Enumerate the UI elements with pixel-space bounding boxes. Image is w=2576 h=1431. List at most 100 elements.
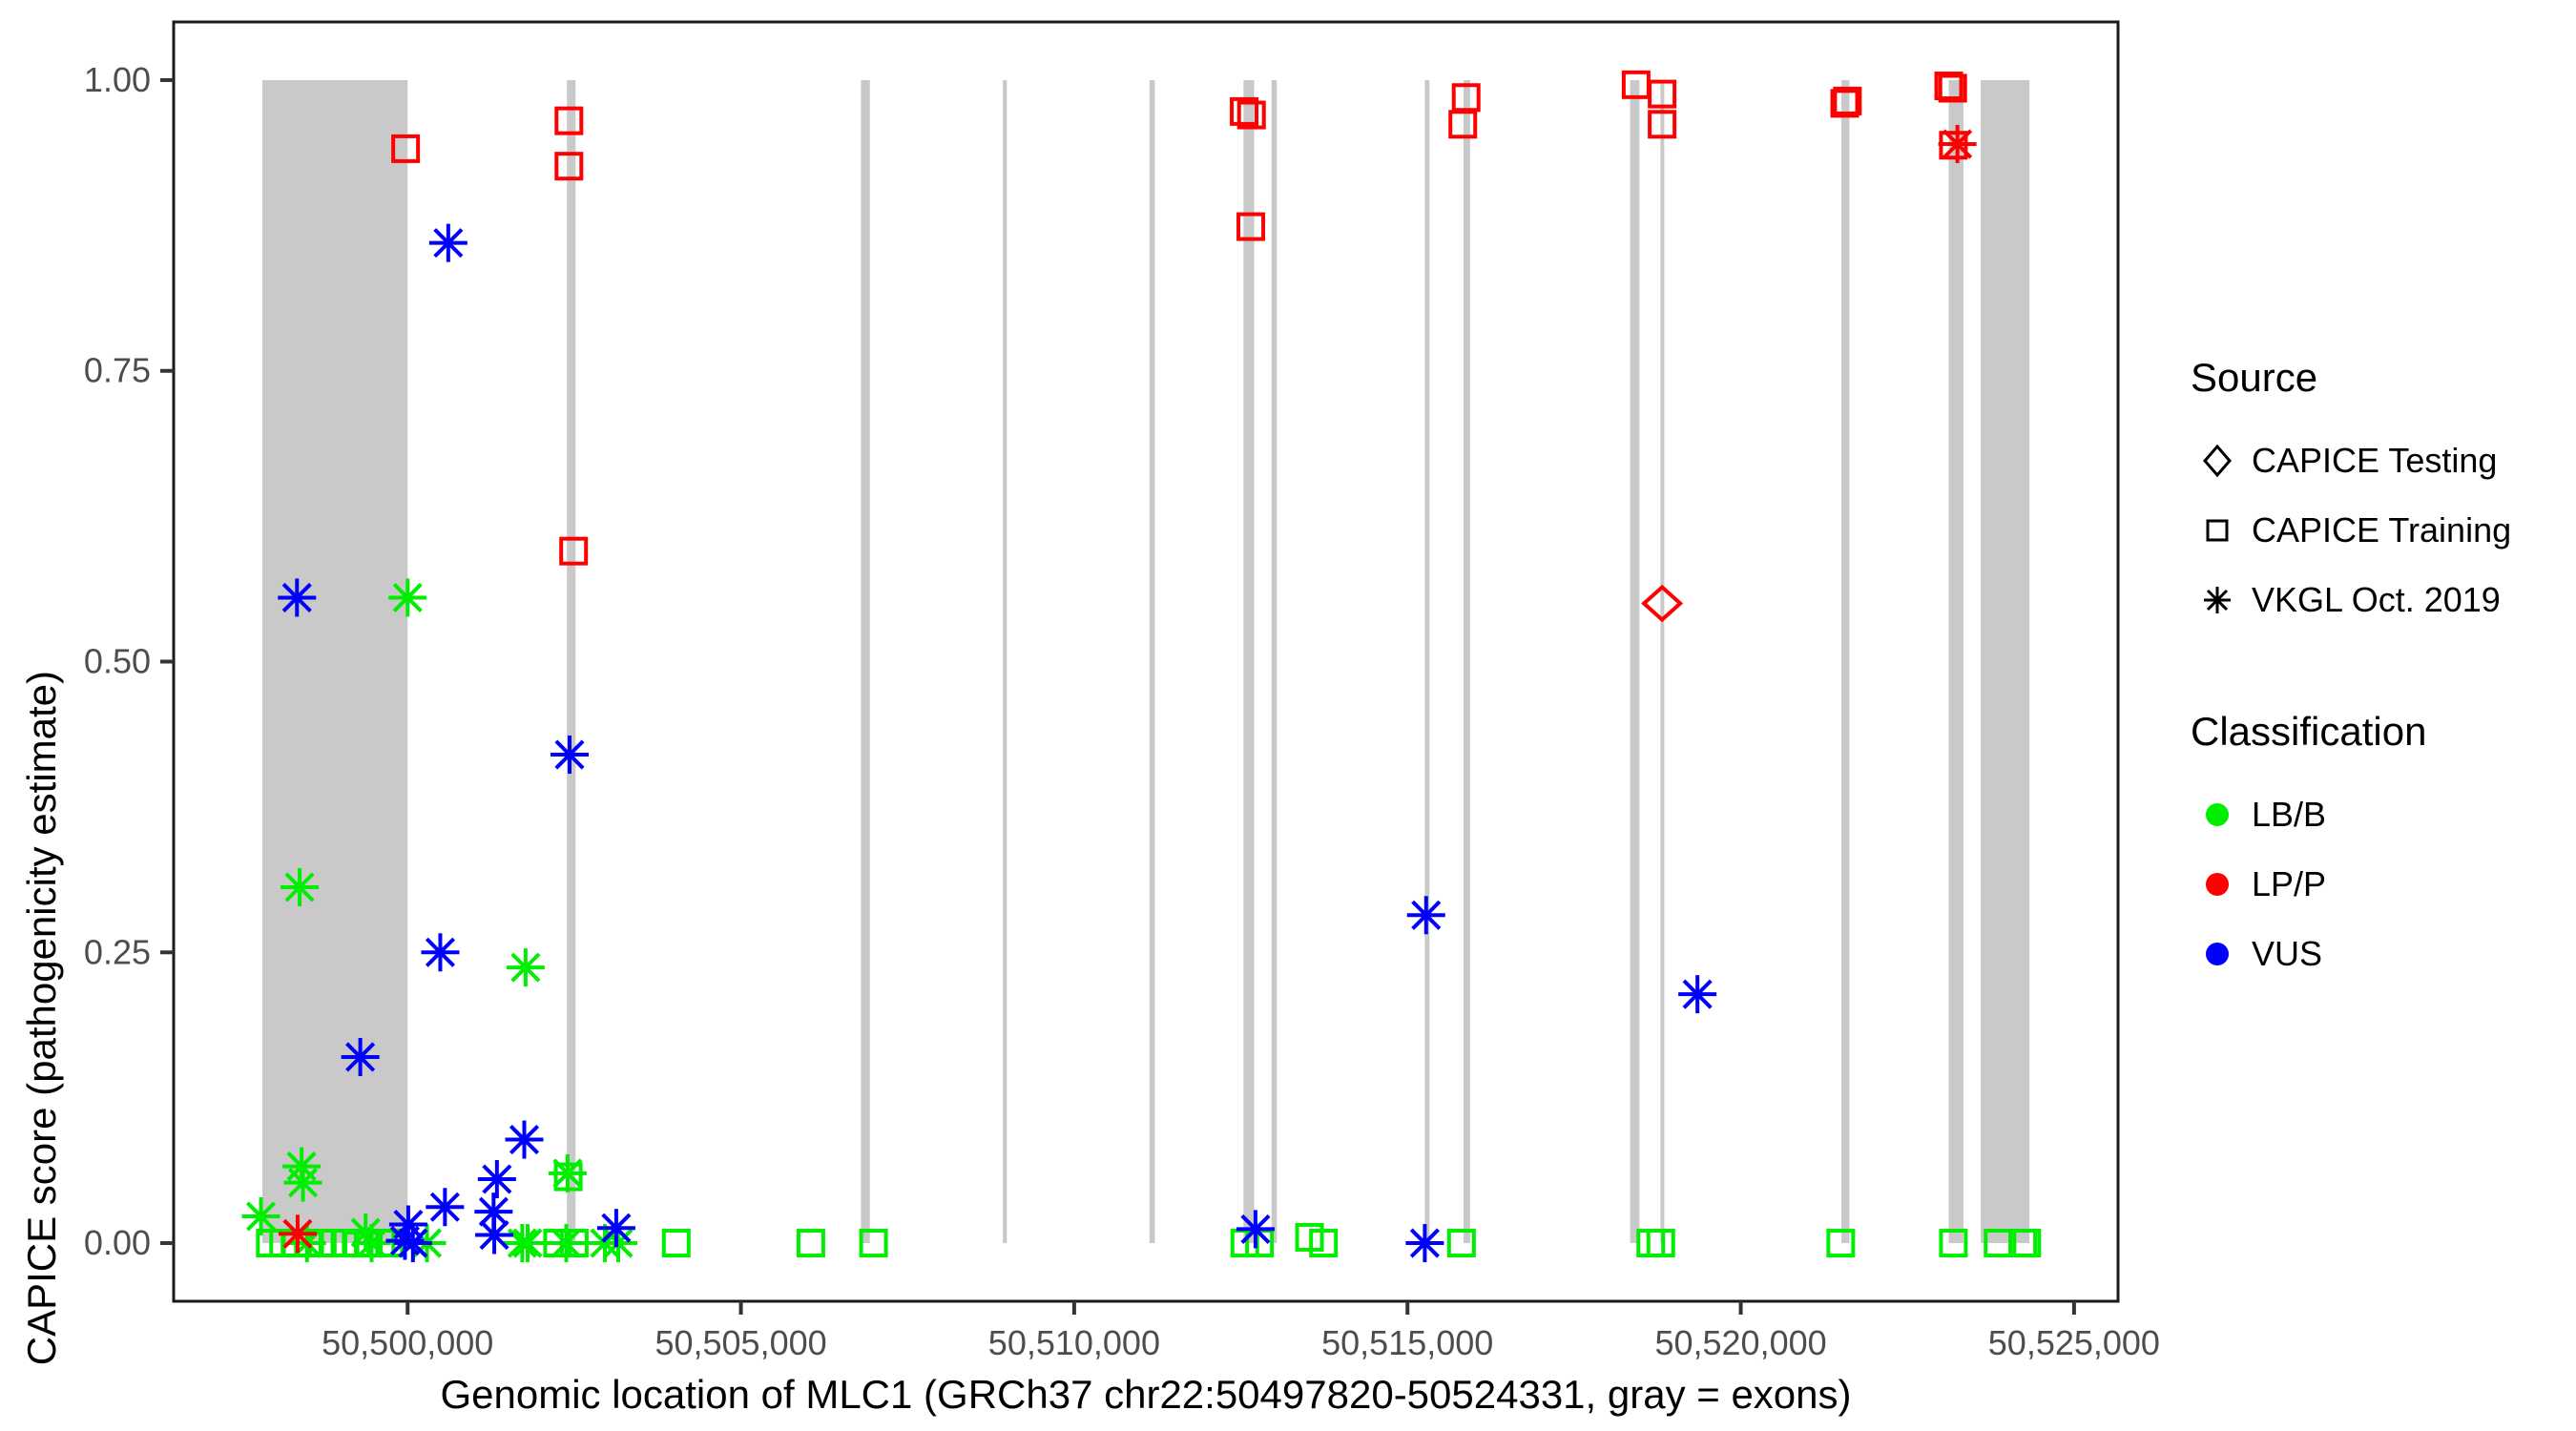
data-point xyxy=(1236,212,1266,241)
data-point xyxy=(1405,1224,1444,1263)
y-axis-title-text: CAPICE score (pathogenicity estimate) xyxy=(19,670,64,1366)
exon-bar xyxy=(1630,79,1640,1244)
data-point xyxy=(548,1153,587,1192)
exon-bar xyxy=(861,79,870,1244)
legend-classification-block: Classification LB/B LP/P VUS xyxy=(2191,709,2572,988)
data-point xyxy=(421,933,460,972)
data-point xyxy=(393,1224,432,1263)
y-tick-label: 0.25 xyxy=(84,932,151,971)
legend-label: VKGL Oct. 2019 xyxy=(2252,579,2501,619)
exon-bar xyxy=(1948,79,1963,1244)
legend-label: CAPICE Training xyxy=(2252,509,2512,550)
data-point xyxy=(426,1188,465,1227)
lbb-dot-icon xyxy=(2206,802,2229,826)
legend-item-capice-training: CAPICE Training xyxy=(2191,495,2572,565)
exon-bar xyxy=(1463,79,1470,1244)
legend-item-vkgl: VKGL Oct. 2019 xyxy=(2191,565,2572,634)
asterisk-icon xyxy=(2204,586,2231,613)
data-point xyxy=(2012,1229,2042,1258)
exon-bar xyxy=(1271,79,1278,1244)
legend-item-lbb: LB/B xyxy=(2191,779,2572,849)
data-point xyxy=(474,1192,513,1232)
data-point xyxy=(341,1037,380,1076)
data-point xyxy=(796,1229,825,1258)
x-tick-label: 50,510,000 xyxy=(988,1323,1160,1362)
data-point xyxy=(1830,89,1859,118)
legend-classification-title: Classification xyxy=(2191,709,2427,754)
data-point xyxy=(1678,975,1717,1014)
data-point xyxy=(1309,1229,1339,1258)
x-tick-label: 50,500,000 xyxy=(322,1323,493,1362)
data-point xyxy=(1446,1229,1476,1258)
data-point xyxy=(1236,1210,1275,1249)
data-point xyxy=(596,1209,635,1248)
legend-source-block: Source CAPICE Testing CAPICE Training xyxy=(2191,355,2572,634)
data-point xyxy=(428,223,467,262)
y-tick-label: 1.00 xyxy=(84,60,151,99)
data-point xyxy=(661,1229,691,1258)
x-tick-label: 50,515,000 xyxy=(1321,1323,1493,1362)
data-point xyxy=(1406,896,1445,935)
data-point xyxy=(508,1224,547,1263)
data-point xyxy=(280,868,320,907)
exon-bar xyxy=(1424,79,1430,1244)
exon-bar xyxy=(1660,79,1665,1244)
y-axis-title: CAPICE score (pathogenicity estimate) xyxy=(19,656,65,1365)
x-axis-title: Genomic location of MLC1 (GRCh37 chr22:5… xyxy=(440,1372,1852,1417)
data-point xyxy=(391,134,421,163)
data-point xyxy=(1236,100,1266,130)
data-point xyxy=(506,948,545,987)
legend-source-title: Source xyxy=(2191,355,2318,400)
data-point xyxy=(1938,73,1967,103)
data-point xyxy=(1648,79,1677,109)
data-point xyxy=(1939,1229,1968,1258)
data-point xyxy=(859,1229,888,1258)
exon-bar xyxy=(261,79,408,1244)
legend-label: LB/B xyxy=(2252,794,2327,834)
exon-bar xyxy=(1149,79,1155,1244)
y-tick-label: 0.50 xyxy=(84,642,151,681)
exon-bar xyxy=(1981,79,2030,1244)
data-point xyxy=(1230,96,1259,126)
data-point xyxy=(1934,72,1963,101)
data-point xyxy=(352,1224,391,1263)
legend-label: LP/P xyxy=(2252,863,2327,903)
data-point xyxy=(278,578,317,617)
panel-border xyxy=(172,20,2120,1303)
y-tick-label: 0.75 xyxy=(84,351,151,390)
legend: Source CAPICE Testing CAPICE Training xyxy=(2191,355,2572,1063)
exon-bar xyxy=(567,79,576,1244)
data-point xyxy=(1646,1229,1675,1258)
data-point xyxy=(283,1163,322,1202)
legend-item-vus: VUS xyxy=(2191,919,2572,988)
data-point xyxy=(388,578,427,617)
data-point xyxy=(1636,1229,1666,1258)
data-point xyxy=(346,1213,385,1253)
data-point xyxy=(547,1224,586,1263)
legend-item-capice-testing: CAPICE Testing xyxy=(2191,425,2572,495)
data-point xyxy=(505,1120,544,1159)
data-point xyxy=(1448,110,1478,139)
data-point xyxy=(1833,86,1862,115)
exon-bar xyxy=(1841,79,1850,1244)
data-point xyxy=(477,1159,516,1198)
x-tick-label: 50,505,000 xyxy=(654,1323,826,1362)
x-tick-label: 50,520,000 xyxy=(1654,1323,1826,1362)
data-point xyxy=(241,1197,280,1236)
data-point xyxy=(1938,125,1977,164)
data-point xyxy=(554,152,584,181)
legend-label: VUS xyxy=(2252,933,2323,973)
data-point xyxy=(1648,110,1677,139)
data-point xyxy=(475,1215,514,1255)
data-point xyxy=(1826,1229,1856,1258)
data-point xyxy=(559,536,589,566)
exon-bar xyxy=(1243,79,1255,1244)
exon-bar xyxy=(1003,79,1008,1244)
y-tick-label: 0.00 xyxy=(84,1223,151,1262)
data-point xyxy=(554,106,584,135)
data-point xyxy=(551,736,590,775)
data-point xyxy=(1451,83,1481,113)
diamond-icon xyxy=(2203,444,2232,477)
